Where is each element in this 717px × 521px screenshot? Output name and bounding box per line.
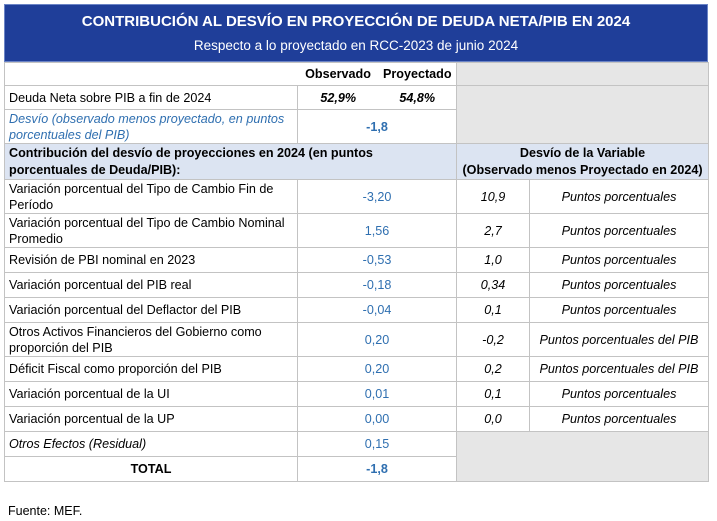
deuda-row: Deuda Neta sobre PIB a fin de 2024 52,9%…: [4, 85, 709, 144]
column-header-row: Observado Proyectado: [4, 62, 709, 86]
row-desvio: 1,0: [456, 247, 530, 273]
row-unidad: Puntos porcentuales del PIB: [529, 322, 709, 357]
table-title: CONTRIBUCIÓN AL DESVÍO EN PROYECCIÓN DE …: [81, 13, 631, 30]
desvio-value: -1,8: [297, 109, 457, 144]
deuda-label: Deuda Neta sobre PIB a fin de 2024: [4, 85, 298, 110]
row-label: Variación porcentual del Tipo de Cambio …: [4, 179, 298, 214]
row-label: Déficit Fiscal como proporción del PIB: [4, 356, 298, 382]
row-contribution: 0,20: [297, 356, 457, 382]
table-row: Variación porcentual del Deflactor del P…: [4, 297, 709, 323]
table-row: Variación porcentual del PIB real -0,18 0,…: [4, 272, 709, 298]
table-container: CONTRIBUCIÓN AL DESVÍO EN PROYECCIÓN DE …: [4, 4, 709, 482]
row-label: Variación porcentual del Tipo de Cambio …: [4, 213, 298, 248]
section-header-left: Contribución del desvío de proyecciones …: [4, 143, 457, 180]
deuda-observado: 52,9%: [297, 85, 379, 110]
row-desvio: 0,1: [456, 297, 530, 323]
row-unidad: Puntos porcentuales del PIB: [529, 356, 709, 382]
row-desvio: 2,7: [456, 213, 530, 248]
row-unidad: Puntos porcentuales: [529, 406, 709, 432]
row-desvio: 10,9: [456, 179, 530, 214]
header-observado: Observado: [297, 62, 379, 86]
total-value: -1,8: [297, 456, 457, 482]
row-contribution: -0,18: [297, 272, 457, 298]
row-desvio: -0,2: [456, 322, 530, 357]
row-contribution: 0,20: [297, 322, 457, 357]
row-contribution: 0,01: [297, 381, 457, 407]
desvio-row: Desvío (observado menos proyectado, en p…: [4, 109, 709, 144]
otros-value: 0,15: [297, 431, 457, 457]
contribution-rows: Variación porcentual del Tipo de Cambio …: [4, 179, 709, 432]
otros-gray-cell: [456, 431, 709, 482]
header-gray-cell: [456, 62, 709, 86]
row-label: Variación porcentual de la UI: [4, 381, 298, 407]
source-note: Fuente: MEF.: [8, 504, 83, 518]
row-desvio: 0,34: [456, 272, 530, 298]
row-contribution: -0,04: [297, 297, 457, 323]
section-header-row: Contribución del desvío de proyecciones …: [4, 143, 709, 180]
table-row: Variación porcentual de la UP 0,00 0,0 Punt…: [4, 406, 709, 432]
table-row: Déficit Fiscal como proporción del PIB 0,…: [4, 356, 709, 382]
row-unidad: Puntos porcentuales: [529, 297, 709, 323]
table-row: Otros Activos Financieros del Gobierno c…: [4, 322, 709, 357]
section-header-right: Desvío de la Variable (Observado menos P…: [456, 143, 709, 180]
row-label: Variación porcentual del PIB real: [4, 272, 298, 298]
row-unidad: Puntos porcentuales: [529, 213, 709, 248]
row-contribution: -3,20: [297, 179, 457, 214]
row-unidad: Puntos porcentuales: [529, 272, 709, 298]
otros-row: Otros Efectos (Residual) 0,15: [4, 431, 709, 482]
blank-header-cell: [4, 62, 298, 86]
row-label: Otros Activos Financieros del Gobierno c…: [4, 322, 298, 357]
deuda-gray-cell: [456, 85, 709, 144]
table-row: Variación porcentual del Tipo de Cambio …: [4, 213, 709, 248]
otros-label: Otros Efectos (Residual): [4, 431, 298, 457]
row-contribution: 0,00: [297, 406, 457, 432]
table-row: Variación porcentual de la UI 0,01 0,1 Punt…: [4, 381, 709, 407]
row-desvio: 0,1: [456, 381, 530, 407]
row-label: Variación porcentual del Deflactor del P…: [4, 297, 298, 323]
row-desvio: 0,2: [456, 356, 530, 382]
total-label: TOTAL: [4, 456, 298, 482]
table-row: Revisión de PBI nominal en 2023 -0,53 1,0 P…: [4, 247, 709, 273]
row-contribution: 1,56: [297, 213, 457, 248]
row-unidad: Puntos porcentuales: [529, 179, 709, 214]
row-desvio: 0,0: [456, 406, 530, 432]
total-row: TOTAL -1,8: [4, 456, 709, 482]
row-unidad: Puntos porcentuales: [529, 381, 709, 407]
row-unidad: Puntos porcentuales: [529, 247, 709, 273]
desvio-label: Desvío (observado menos proyectado, en p…: [4, 109, 298, 144]
header-proyectado: Proyectado: [378, 62, 457, 86]
row-label: Variación porcentual de la UP: [4, 406, 298, 432]
table-subtitle: Respecto a lo proyectado en RCC-2023 de …: [193, 38, 519, 53]
table-row: Variación porcentual del Tipo de Cambio …: [4, 179, 709, 214]
data-table: Observado Proyectado Deuda Neta sobre PI…: [4, 62, 709, 482]
row-contribution: -0,53: [297, 247, 457, 273]
section-header-right-line1: Desvío de la Variable: [519, 145, 646, 160]
row-label: Revisión de PBI nominal en 2023: [4, 247, 298, 273]
title-banner: CONTRIBUCIÓN AL DESVÍO EN PROYECCIÓN DE …: [4, 4, 708, 62]
deuda-proyectado: 54,8%: [378, 85, 457, 110]
section-header-right-line2: (Observado menos Proyectado en 2024): [462, 162, 703, 177]
